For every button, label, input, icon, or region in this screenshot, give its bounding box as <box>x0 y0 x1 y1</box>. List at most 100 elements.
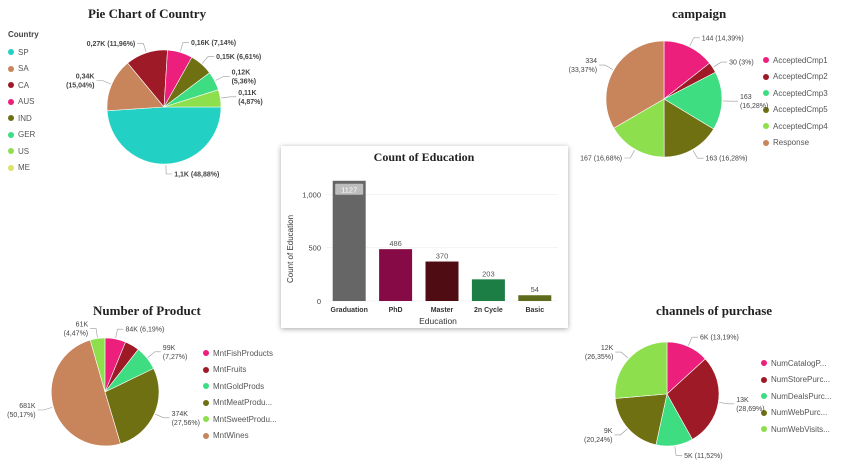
pie-slice-acceptedcmp4[interactable] <box>613 98 665 158</box>
legend-item-numwebpurc[interactable]: NumWebPurc... <box>761 405 831 422</box>
legend-swatch <box>203 416 209 423</box>
legend-label: NumCatalogP... <box>771 358 827 368</box>
legend-item-ind[interactable]: IND <box>8 110 39 127</box>
value-label-2n-cycle: 203 <box>482 269 495 278</box>
legend-item-ca[interactable]: CA <box>8 77 39 94</box>
legend-item-sp[interactable]: SP <box>8 44 39 61</box>
legend-swatch <box>763 123 769 130</box>
campaign-legend: AcceptedCmp1 AcceptedCmp2 AcceptedCmp3 Acce… <box>763 52 828 151</box>
product-pie-svg: 84K (6,19%) 99K (7,27%) 374K (27,56%) 61K (4,4… <box>7 322 200 447</box>
leader-line <box>689 37 700 47</box>
legend-item-me[interactable]: ME <box>8 160 39 177</box>
leader-line <box>674 446 683 456</box>
data-label-ind: 0,15K (6,61%) <box>216 54 261 61</box>
legend-item-acceptedcmp5[interactable]: AcceptedCmp5 <box>763 102 828 119</box>
data-label-ger: 0,12K (5,36%) <box>232 69 257 85</box>
leader-line <box>719 402 735 405</box>
channels-legend: NumCatalogP... NumStorePurc... NumDealsPur… <box>761 355 831 438</box>
leader-line <box>90 328 98 338</box>
campaign-pie-panel: campaign AcceptedCmp1 AcceptedCmp2 Accepte… <box>560 0 851 175</box>
data-label-acceptedcmp2: 30 (3%) <box>729 60 754 67</box>
legend-label: MntFishProducts <box>213 348 274 358</box>
bar-phd[interactable] <box>379 249 413 301</box>
leader-line <box>692 150 704 159</box>
legend-item-numstorepurc[interactable]: NumStorePurc... <box>761 372 831 389</box>
bar-graduation[interactable] <box>332 180 366 301</box>
data-label-acceptedcmp1: 144 (14,39%) <box>702 35 744 42</box>
bar-2n-cycle[interactable] <box>471 279 505 301</box>
bar-master[interactable] <box>425 261 459 301</box>
legend-item-mntmeatprodu[interactable]: MntMeatProdu... <box>203 395 277 412</box>
legend-label: AcceptedCmp4 <box>773 121 828 131</box>
legend-item-mntwines[interactable]: MntWines <box>203 428 277 445</box>
legend-label: NumWebPurc... <box>771 408 828 418</box>
legend-item-acceptedcmp1[interactable]: AcceptedCmp1 <box>763 52 828 69</box>
legend-item-sa[interactable]: SA <box>8 61 39 78</box>
data-label-numcatalogp: 6K (13,19%) <box>700 335 739 342</box>
legend-label: AcceptedCmp5 <box>773 105 828 115</box>
leader-line <box>165 164 173 175</box>
leader-line <box>180 42 189 52</box>
legend-item-ger[interactable]: GER <box>8 127 39 144</box>
legend-item-response[interactable]: Response <box>763 135 828 152</box>
data-label-sp: 1,1K (48,88%) <box>174 171 219 178</box>
data-label-numdealspurc: 5K (11,52%) <box>684 453 722 460</box>
legend-swatch <box>203 399 209 406</box>
legend-item-acceptedcmp3[interactable]: AcceptedCmp3 <box>763 85 828 102</box>
bar-basic[interactable] <box>518 295 552 301</box>
legend-swatch <box>763 139 769 146</box>
y-tick-label: 0 <box>317 297 321 306</box>
chart-title: Number of Product <box>93 303 201 318</box>
pie-slice-mntwines[interactable] <box>51 339 121 447</box>
country-pie-panel: Pie Chart of Country Country SP SA CA AUS IN… <box>0 0 280 180</box>
pie-slice-mntmeatprodu[interactable] <box>104 368 160 445</box>
leader-line <box>96 80 111 85</box>
data-label-numwebpurc: 9K (20,24%) <box>584 428 613 444</box>
leader-line <box>688 336 698 346</box>
x-tick-label-phd: PhD <box>389 307 403 314</box>
y-tick-label: 500 <box>308 244 321 253</box>
legend-swatch <box>8 131 14 138</box>
leader-line <box>624 150 635 159</box>
legend-item-acceptedcmp2[interactable]: AcceptedCmp2 <box>763 69 828 86</box>
value-label-basic: 54 <box>531 285 539 294</box>
legend-item-us[interactable]: US <box>8 143 39 160</box>
legend-swatch <box>763 57 769 64</box>
pie-slice-sp[interactable] <box>106 106 222 165</box>
legend-item-acceptedcmp4[interactable]: AcceptedCmp4 <box>763 118 828 135</box>
pie-slice-numwebvisits[interactable] <box>614 341 668 399</box>
legend-swatch <box>761 426 767 433</box>
pie-slice-response[interactable] <box>605 40 665 129</box>
legend-swatch <box>763 106 769 113</box>
leader-line <box>615 351 629 359</box>
legend-label: Response <box>773 138 810 148</box>
legend-swatch <box>8 148 14 155</box>
leader-line <box>137 42 147 52</box>
legend-label: AcceptedCmp2 <box>773 72 828 82</box>
leader-line <box>713 61 728 68</box>
legend-label: SP <box>18 47 29 57</box>
pie-slice-numstorepurc[interactable] <box>666 358 720 440</box>
data-label-aus: 0,16K (7,14%) <box>191 40 236 47</box>
legend-item-mntsweetprodu[interactable]: MntSweetProdu... <box>203 411 277 428</box>
pie-slice-acceptedcmp3[interactable] <box>663 71 723 130</box>
legend-item-numcatalogp[interactable]: NumCatalogP... <box>761 355 831 372</box>
legend-item-mntfruits[interactable]: MntFruits <box>203 362 277 379</box>
pie-slice-sa[interactable] <box>106 62 165 112</box>
leader-line <box>147 351 161 358</box>
chart-title: channels of purchase <box>656 303 773 318</box>
legend-item-numdealspurc[interactable]: NumDealsPurc... <box>761 388 831 405</box>
legend-item-aus[interactable]: AUS <box>8 94 39 111</box>
data-label-ca: 0,27K (11,96%) <box>87 41 136 48</box>
legend-item-mntfishproducts[interactable]: MntFishProducts <box>203 345 277 362</box>
data-label-sa: 0,34K (15,04%) <box>66 73 94 89</box>
country-legend: Country SP SA CA AUS IND GER US ME <box>8 30 39 176</box>
legend-item-numwebvisits[interactable]: NumWebVisits... <box>761 421 831 438</box>
legend-swatch <box>8 98 14 105</box>
pie-slice-us[interactable] <box>163 89 222 108</box>
legend-swatch <box>8 82 14 89</box>
pie-slice-acceptedcmp5[interactable] <box>663 98 715 158</box>
pie-slice-acceptedcmp1[interactable] <box>663 40 710 100</box>
pie-slice-numwebpurc[interactable] <box>614 393 668 446</box>
legend-item-mntgoldprods[interactable]: MntGoldProds <box>203 378 277 395</box>
